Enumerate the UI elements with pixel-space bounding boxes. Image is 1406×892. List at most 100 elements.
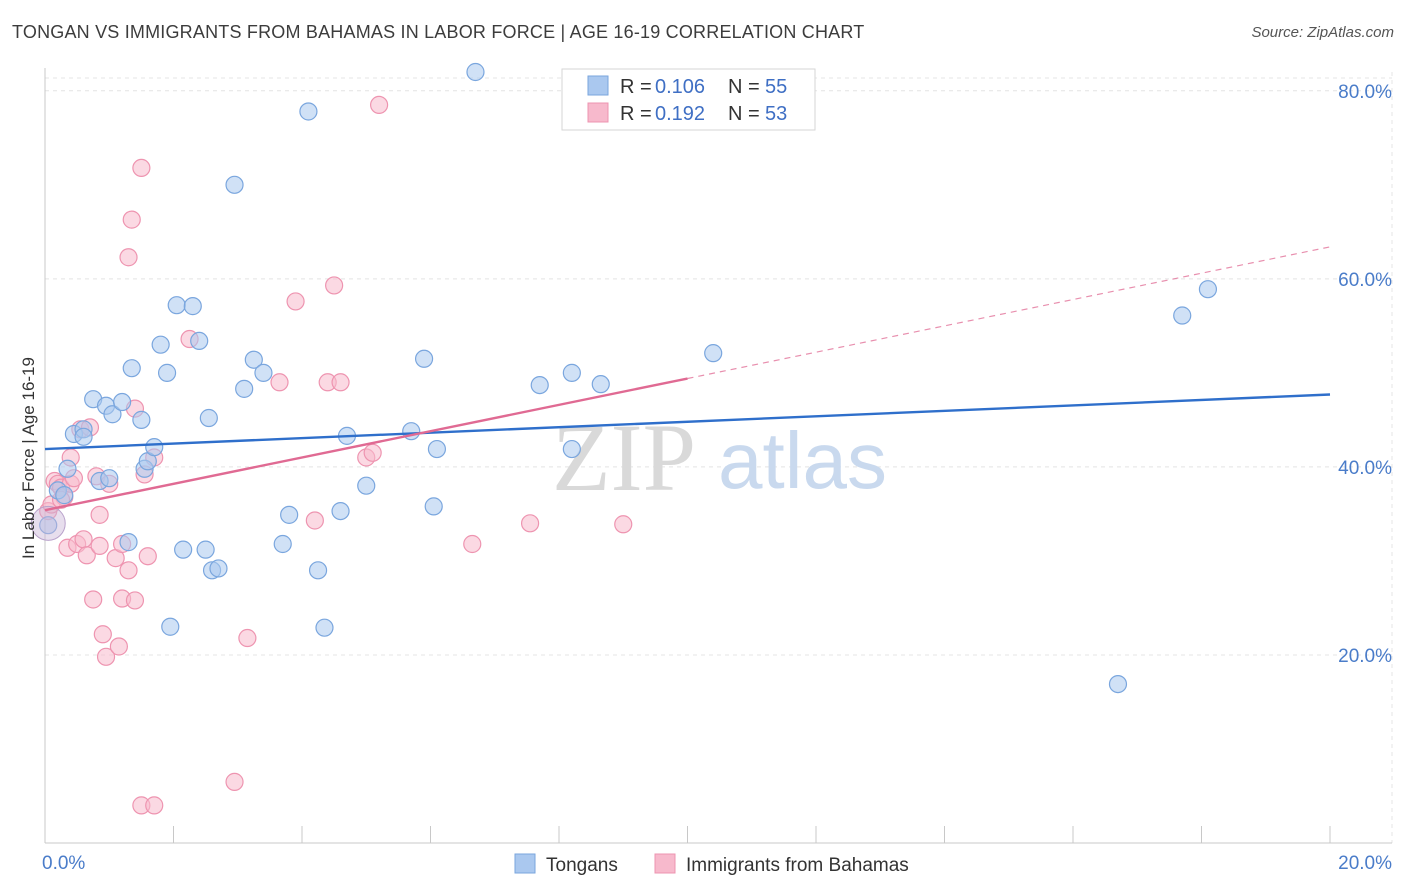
series-tongans-points — [30, 62, 1218, 694]
tongans-point-13 — [119, 533, 138, 552]
legend-n-label-tongans: N = — [728, 76, 760, 98]
trend-line-bahamas-extension — [687, 246, 1331, 380]
legend-n-label-bahamas: N = — [728, 103, 760, 125]
bahamas-point-12 — [77, 546, 96, 565]
tongans-point-50 — [591, 375, 610, 394]
tongans-point-48 — [562, 363, 581, 382]
bahamas-point-16 — [90, 536, 109, 555]
legend-swatch-tongans — [587, 75, 609, 96]
tongans-point-39 — [331, 501, 350, 521]
bottom-legend-swatch-bahamas — [654, 853, 676, 874]
tongans-point-12 — [112, 392, 132, 412]
bahamas-point-18 — [93, 625, 112, 644]
tongans-point-21 — [161, 617, 180, 636]
bahamas-point-26 — [119, 248, 138, 267]
tongans-point-46 — [466, 62, 485, 82]
bahamas-point-14 — [84, 590, 103, 609]
source-label: Source: ZipAtlas.com — [1251, 24, 1394, 41]
series-legend: Tongans Immigrants from Bahamas — [514, 853, 909, 876]
bahamas-point-43 — [325, 276, 344, 295]
tongans-point-45 — [427, 439, 447, 459]
legend-n-value-tongans: 55 — [765, 76, 787, 98]
bahamas-point-37 — [225, 772, 244, 791]
correlation-legend: R = 0.106 N = 55 R = 0.192 N = 53 — [561, 68, 816, 131]
cluster-point-origin — [30, 505, 66, 541]
grid-lines — [45, 72, 1393, 843]
legend-swatch-bahamas — [587, 102, 609, 123]
trend-line-tongans — [44, 393, 1331, 451]
tongans-point-53 — [1173, 306, 1192, 325]
axes — [44, 68, 1392, 844]
x-tick-labels: 0.0% 20.0% — [42, 853, 1392, 874]
tongans-point-37 — [308, 561, 328, 580]
bahamas-point-44 — [331, 373, 350, 392]
x-tick-label-0: 0.0% — [42, 853, 85, 874]
tongans-point-25 — [190, 331, 209, 351]
tongans-point-27 — [199, 408, 218, 428]
watermark-atlas: atlas — [718, 416, 887, 505]
tongans-point-26 — [196, 540, 215, 559]
bahamas-point-28 — [125, 591, 145, 610]
tongans-point-54 — [1198, 280, 1218, 299]
tongans-point-35 — [280, 505, 299, 524]
bahamas-point-40 — [286, 292, 305, 311]
bottom-legend-swatch-tongans — [514, 853, 536, 874]
tongans-point-23 — [174, 540, 193, 559]
bahamas-point-19 — [96, 647, 116, 666]
tongans-point-38 — [315, 618, 334, 637]
legend-n-value-bahamas: 53 — [765, 103, 787, 125]
bahamas-point-33 — [138, 547, 157, 566]
bahamas-point-48 — [463, 534, 482, 554]
tongans-point-43 — [414, 349, 434, 368]
bahamas-point-50 — [614, 515, 633, 534]
bahamas-point-25 — [119, 561, 138, 580]
tongans-point-2 — [55, 486, 74, 505]
bahamas-point-49 — [520, 514, 540, 533]
watermark: ZIP atlas — [552, 404, 887, 511]
tongans-point-29 — [209, 559, 228, 578]
tongans-point-20 — [157, 363, 177, 382]
y-tick-label-2: 60.0% — [1338, 270, 1392, 291]
tongans-point-49 — [562, 439, 581, 459]
legend-r-value-tongans: 0.106 — [655, 76, 705, 98]
bahamas-point-38 — [238, 628, 257, 648]
bahamas-point-11 — [74, 530, 93, 549]
tongans-point-11 — [103, 405, 122, 424]
tongans-point-31 — [235, 379, 254, 398]
tongans-point-19 — [151, 335, 170, 354]
tongans-point-51 — [704, 344, 723, 363]
tongans-point-33 — [254, 363, 273, 382]
y-tick-label-0: 20.0% — [1338, 646, 1392, 667]
chart-title: TONGAN VS IMMIGRANTS FROM BAHAMAS IN LAB… — [12, 22, 865, 42]
bahamas-point-41 — [305, 511, 324, 530]
tongans-point-14 — [122, 359, 141, 378]
bottom-legend-label-tongans: Tongans — [546, 855, 618, 876]
bahamas-point-30 — [132, 158, 151, 178]
tongans-point-52 — [1108, 674, 1128, 694]
tongans-point-0 — [39, 516, 58, 535]
bahamas-point-39 — [270, 373, 289, 392]
tongans-point-32 — [244, 350, 263, 369]
bahamas-point-29 — [122, 210, 141, 229]
bahamas-point-46 — [363, 443, 382, 462]
tongans-point-6 — [74, 427, 93, 446]
tongans-point-34 — [273, 534, 292, 554]
bahamas-point-35 — [145, 796, 164, 815]
tongans-point-3 — [58, 459, 77, 478]
trend-line-bahamas — [44, 377, 688, 512]
tongans-point-44 — [424, 497, 443, 516]
x-tick-label-1: 20.0% — [1338, 853, 1392, 874]
legend-r-value-bahamas: 0.192 — [655, 103, 705, 125]
bahamas-point-17 — [90, 505, 109, 524]
legend-r-label-tongans: R = — [620, 76, 652, 98]
legend-r-label-bahamas: R = — [620, 103, 652, 125]
tongans-point-22 — [167, 296, 186, 315]
tongans-point-10 — [100, 469, 119, 488]
tongans-point-30 — [225, 175, 244, 194]
y-tick-labels: 20.0% 40.0% 60.0% 80.0% — [1338, 82, 1392, 667]
tongans-point-24 — [183, 297, 202, 316]
bahamas-point-47 — [370, 95, 389, 115]
y-tick-label-1: 40.0% — [1338, 458, 1392, 479]
tongans-point-41 — [357, 476, 376, 495]
